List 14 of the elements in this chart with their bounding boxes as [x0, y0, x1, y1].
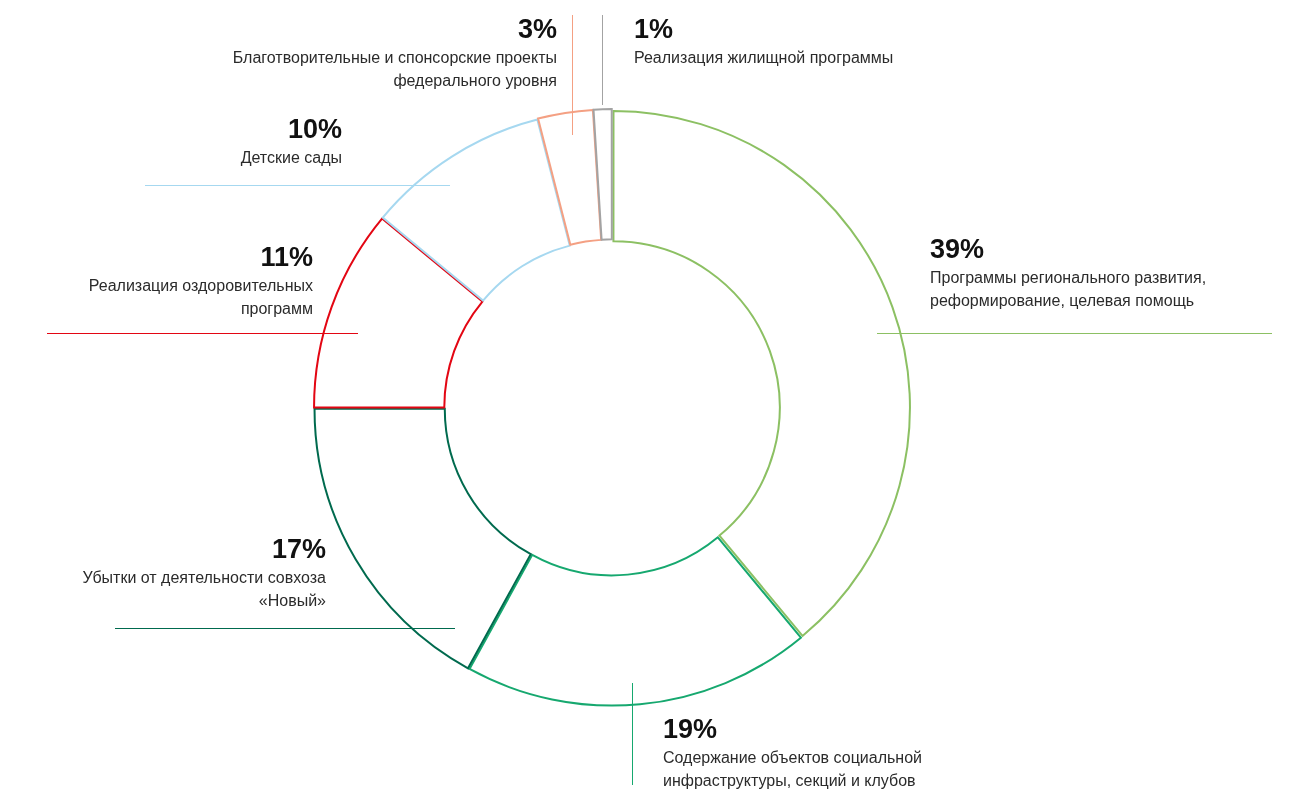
- data-label: 1%: [634, 13, 675, 46]
- slice-label: Благотворительные и спонсорские проекты федерального уровня: [231, 48, 557, 91]
- data-label: 11%: [259, 241, 313, 274]
- slice-label: Детские сады: [239, 148, 342, 168]
- slice-label: Программы регионального развития, реформирование, целевая помощь: [930, 268, 1208, 311]
- data-label: 19%: [663, 713, 719, 746]
- slice-label: Реализация оздоровительных программ: [87, 276, 313, 319]
- data-label: 3%: [516, 13, 557, 46]
- slice-label: Содержание объектов социальной инфраструктуры, секций и клубов: [663, 748, 923, 791]
- slice-label: Реализация жилищной программы: [634, 48, 895, 68]
- slice-label: Убытки от деятельности совхоза «Новый»: [81, 568, 326, 611]
- data-label: 39%: [930, 233, 986, 266]
- data-label: 10%: [286, 113, 342, 146]
- data-label: 17%: [270, 533, 326, 566]
